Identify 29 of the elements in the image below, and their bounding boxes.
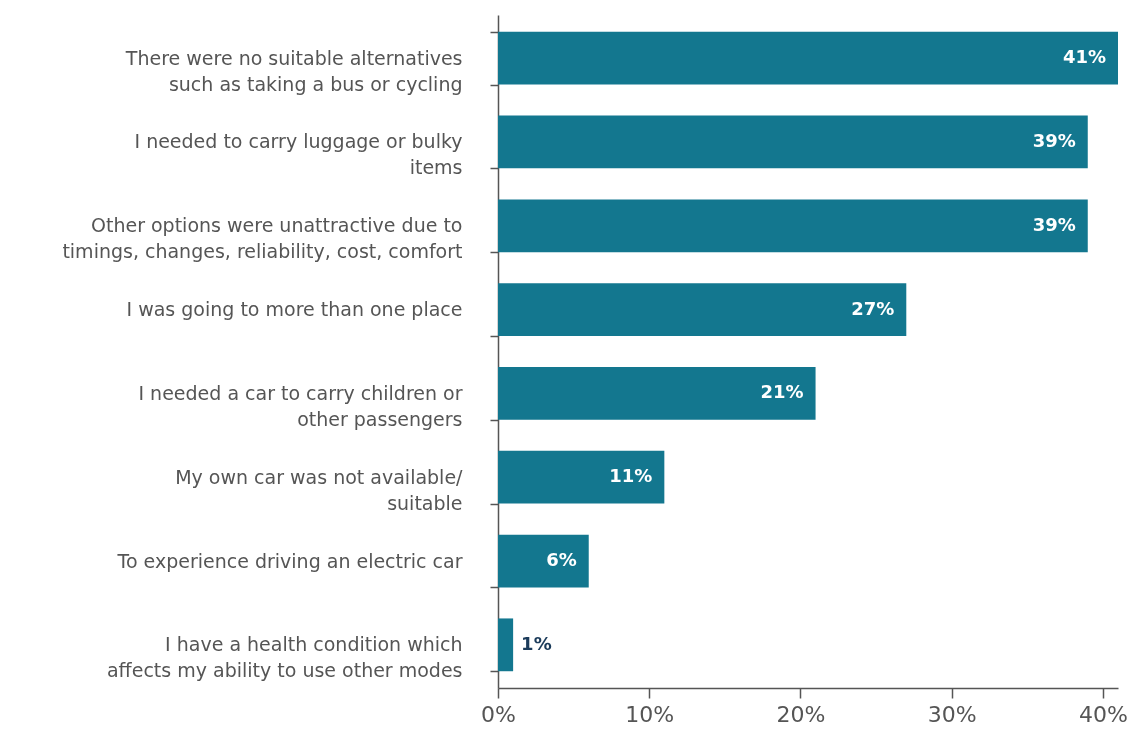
bar <box>498 283 907 336</box>
bar <box>498 31 1118 85</box>
y-tick-label: I needed to carry luggage or bulky items <box>134 130 463 179</box>
bar <box>498 115 1088 169</box>
y-tick-label: My own car was not available/ suitable <box>175 465 464 514</box>
bar <box>498 450 665 504</box>
x-tick-label: 40% <box>1078 701 1128 727</box>
data-label: 6% <box>546 549 577 571</box>
x-tick-label: 0% <box>481 701 516 727</box>
y-tick-label: I needed a car to carry children or other passengers <box>138 381 463 430</box>
data-label: 41% <box>1062 46 1106 68</box>
data-label: 39% <box>1032 213 1076 235</box>
y-tick-label: There were no suitable alternatives such as taking a bus or cycling <box>124 46 463 95</box>
x-tick-label: 30% <box>927 701 977 727</box>
y-tick-label: I have a health condition which affects my ability to use other modes <box>106 633 463 682</box>
data-label: 27% <box>851 297 895 319</box>
bar <box>498 367 816 420</box>
data-label: 39% <box>1032 129 1076 151</box>
bar <box>498 199 1088 253</box>
x-tick-label: 20% <box>776 701 826 727</box>
y-tick-label: To experience driving an electric car <box>116 549 463 572</box>
y-tick-label: I was going to more than one place <box>126 298 463 321</box>
y-tick-label: Other options were unattractive due to timings, changes, reliability, cost, comfort <box>62 214 463 263</box>
data-label: 11% <box>609 465 653 487</box>
bar <box>498 618 514 672</box>
data-label: 1% <box>521 632 552 654</box>
data-label: 21% <box>760 381 804 403</box>
x-tick-label: 10% <box>625 701 675 727</box>
bar <box>498 534 589 588</box>
